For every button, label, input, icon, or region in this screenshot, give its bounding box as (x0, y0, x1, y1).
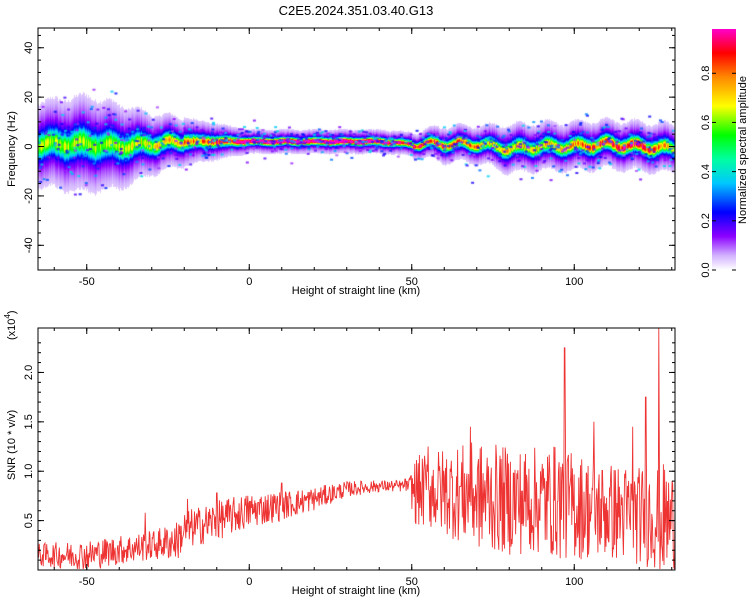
spectrogram-ytick-label: 40 (23, 42, 35, 54)
spectrogram-xlabel: Height of straight line (km) (292, 285, 420, 297)
snr-ytick-label: 1.0 (23, 464, 35, 479)
snr-xlabel: Height of straight line (km) (292, 585, 420, 597)
spectrogram-xtick-label: 100 (565, 276, 583, 288)
snr-background (38, 328, 675, 570)
snr-ytick-label: 0.5 (23, 513, 35, 528)
snr-ylabel: SNR (10 * v/v) (6, 410, 18, 480)
colorbar-tick-label: 0.4 (700, 164, 712, 179)
snr-multiplier-base: (x104) (3, 310, 18, 340)
colorbar-tick-label: 0.8 (700, 66, 712, 81)
spectrogram-ytick-label: 0 (23, 143, 35, 149)
chart-title: C2E5.2024.351.03.40.G13 (279, 3, 434, 18)
colorbar: 0.0 0.2 0.4 0.6 0.8 Normalized spectral ampl… (700, 29, 749, 278)
colorbar-label: Normalized spectral amplitude (737, 76, 749, 224)
snr-multiplier: (x104) (3, 310, 18, 340)
snr-ytick-label: 1.5 (23, 414, 35, 429)
spectrogram-xtick-label: 50 (406, 276, 418, 288)
spectrogram-heatmap (38, 28, 675, 270)
spectrogram-ytick-label: -20 (23, 188, 35, 204)
colorbar-tick-label: 0.2 (700, 213, 712, 228)
snr-frame (37, 327, 676, 571)
snr-xtick-label: 0 (246, 576, 252, 588)
snr-xtick-label: 100 (565, 576, 583, 588)
snr-panel: -50 0 50 100 0.5 1.0 1.5 2.0 Height of straigh… (3, 310, 676, 597)
spectrogram-frame (37, 27, 676, 271)
snr-xtick-label: 50 (406, 576, 418, 588)
spectrogram-xtick-label: -50 (79, 276, 95, 288)
spectrogram-panel: -50 0 50 100 -40 -20 0 20 40 Height of straight… (6, 27, 676, 297)
snr-xtick-label: -50 (79, 576, 95, 588)
colorbar-tick-label: 0.0 (700, 262, 712, 277)
colorbar-tick-label: 0.6 (700, 115, 712, 130)
spectrogram-xtick-label: 0 (246, 276, 252, 288)
spectrogram-ytick-label: 20 (23, 91, 35, 103)
spectrogram-ytick-label: -40 (23, 237, 35, 253)
colorbar-gradient (712, 29, 736, 270)
snr-ytick-label: 2.0 (23, 365, 35, 380)
spectrogram-ylabel: Frequency (Hz) (6, 111, 18, 187)
snr-series-line (38, 328, 675, 570)
spectrogram-heatmap-container (38, 28, 675, 270)
